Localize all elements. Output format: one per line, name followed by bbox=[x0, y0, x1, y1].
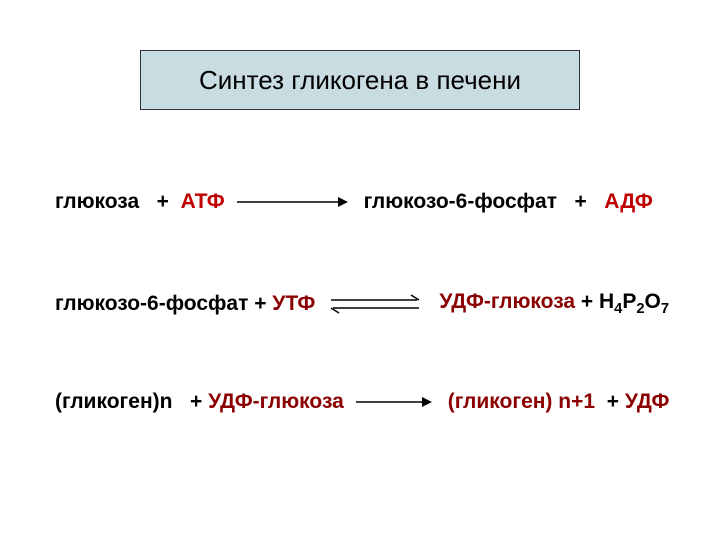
right-seg-3: P bbox=[622, 290, 636, 313]
reaction-right: УДФ-глюкоза + H4P2O7 bbox=[439, 290, 669, 317]
left-seg-1: УДФ-глюкоза bbox=[208, 390, 344, 413]
arrow-equilibrium-icon bbox=[325, 291, 425, 317]
right-seg-0: (гликоген) n+1 bbox=[448, 390, 595, 413]
left-seg-0: глюкоза + bbox=[55, 190, 181, 213]
right-seg-1: АДФ bbox=[604, 190, 653, 213]
arrow-single-icon bbox=[354, 395, 434, 409]
reaction-row-2: глюкозо-6-фосфат + УТФ УДФ-глюкоза + H4P2… bbox=[55, 290, 675, 317]
reaction-left: глюкоза + АТФ bbox=[55, 190, 225, 214]
right-seg-2: УДФ bbox=[625, 390, 670, 413]
left-seg-0: глюкозо-6-фосфат + bbox=[55, 292, 272, 315]
reaction-right: глюкозо-6-фосфат + АДФ bbox=[364, 190, 653, 214]
left-seg-0: (гликоген)n + bbox=[55, 390, 208, 413]
right-seg-4: 2 bbox=[636, 301, 644, 317]
reaction-row-3: (гликоген)n + УДФ-глюкоза (гликоген) n+1 … bbox=[55, 390, 675, 414]
right-seg-5: O bbox=[645, 290, 661, 313]
reaction-left: (гликоген)n + УДФ-глюкоза bbox=[55, 390, 344, 414]
page-title: Синтез гликогена в печени bbox=[199, 65, 521, 96]
left-seg-1: УТФ bbox=[272, 292, 315, 315]
title-box: Синтез гликогена в печени bbox=[140, 50, 580, 110]
left-seg-1: АТФ bbox=[181, 190, 225, 213]
arrow-single-icon bbox=[235, 195, 350, 209]
right-seg-6: 7 bbox=[661, 301, 669, 317]
reaction-right: (гликоген) n+1 + УДФ bbox=[448, 390, 670, 414]
right-seg-0: глюкозо-6-фосфат + bbox=[364, 190, 605, 213]
reaction-row-1: глюкоза + АТФ глюкозо-6-фосфат + АДФ bbox=[55, 190, 675, 214]
reaction-left: глюкозо-6-фосфат + УТФ bbox=[55, 292, 315, 316]
right-seg-0: УДФ-глюкоза bbox=[439, 290, 575, 313]
right-seg-1: + H bbox=[575, 290, 614, 313]
right-seg-1: + bbox=[595, 390, 625, 413]
